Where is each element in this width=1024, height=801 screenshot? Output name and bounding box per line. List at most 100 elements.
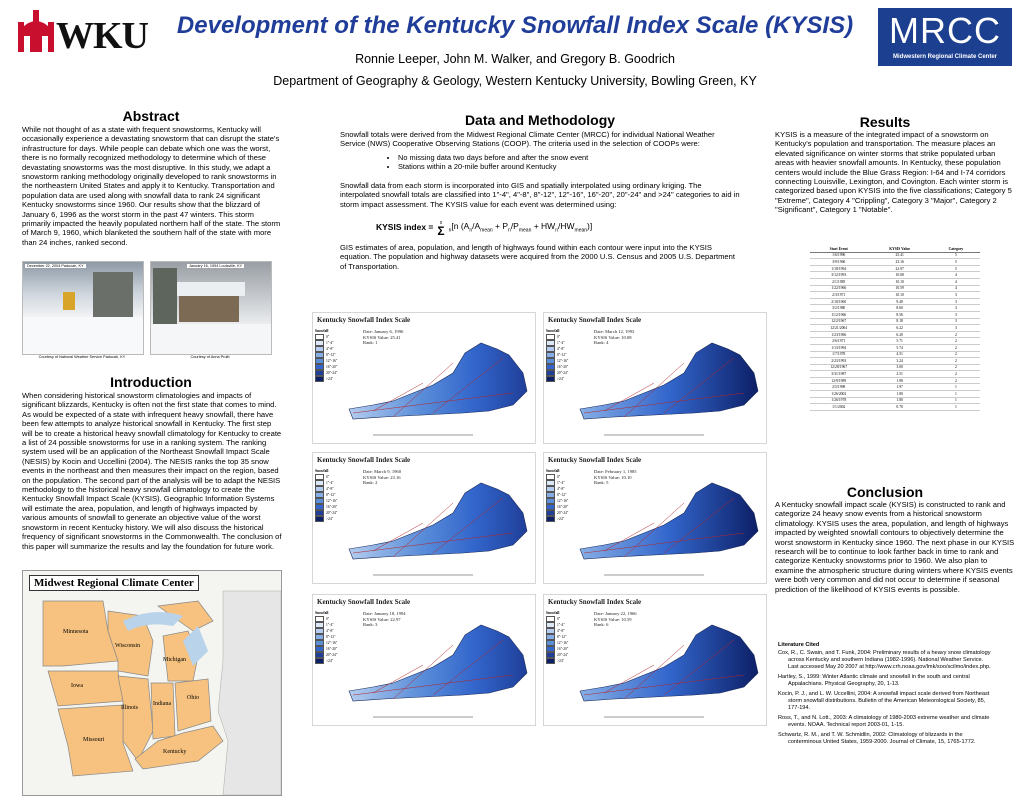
summation-symbol: x Σ [437,220,445,239]
legend-swatch [546,346,555,353]
map-info-line: Rank: 6 [594,622,609,628]
table-cell: 2/6/1971 [810,337,868,345]
legend-label: 4"-8" [557,346,565,351]
table-cell: 4 [931,271,980,279]
legend-swatch [546,634,555,641]
legend-swatch [315,622,324,629]
table-row: 3/31/1987 2.51 2 [810,370,980,378]
results-text: KYSIS is a measure of the integrated imp… [775,130,1012,215]
table-cell: 10.59 [867,285,932,293]
snowfall-map: Kentucky Snowfall Index Scale Snowfall 0" 1… [543,312,767,444]
table-row: 1/26/1978 1.80 1 [810,397,980,405]
legend-item: >24" [546,516,580,523]
legend-item: 1"-4" [546,622,580,629]
snowfall-map: Kentucky Snowfall Index Scale Snowfall 0" 1… [543,594,767,726]
table-cell: 0.70 [867,403,932,411]
table-cell: 5 [931,252,980,260]
legend-item: 8"-12" [546,492,580,499]
legend-label: 1"-4" [326,622,334,627]
legend-swatch [546,616,555,623]
table-cell: 10.08 [867,271,932,279]
legend-swatch [546,504,555,511]
legend-item: >24" [315,376,349,383]
state-label-minnesota: Minnesota [63,629,89,635]
legend-swatch [546,340,555,347]
legend-label: 0" [326,474,330,479]
legend-swatch [315,376,324,383]
legend-swatch [546,622,555,629]
table-cell: 2 [931,370,980,378]
legend-item: 16"-20" [315,364,349,371]
legend-item: 8"-12" [546,634,580,641]
legend-swatch [546,510,555,517]
table-cell: 3 [931,311,980,319]
legend-swatch [315,504,324,511]
legend-item: >24" [546,376,580,383]
table-cell: 4 [931,278,980,286]
legend-item: 12"-16" [546,640,580,647]
legend-swatch [315,340,324,347]
legend-label: 20"-24" [326,510,338,515]
methodology-para-1: Snowfall totals were derived from the Mi… [340,130,715,149]
legend-swatch [546,498,555,505]
table-cell: 8.60 [867,304,932,312]
legend-label: 12"-16" [326,498,338,503]
table-row: 1/18/1994 22.97 5 [810,265,980,273]
legend-label: 8"-12" [326,352,336,357]
table-cell: 3 [931,304,980,312]
photo-snow-house: January 16, 1994 Louisville, KY [150,261,272,355]
kysis-ranking-table: Start Event KYSIS Value Category 1/6/1996 2… [810,246,980,411]
state-label-illinois: Illinois [121,705,139,711]
table-cell: 10.10 [867,278,932,286]
map-info-line: KYSIS Value: 10.10 [594,474,632,480]
map-event-info: Date: January 22, 1966 KYSIS Value: 10.59… [594,611,637,628]
table-cell: 10.10 [867,291,932,299]
legend-heading: Snowfall [546,329,560,333]
legend-label: 1"-4" [326,340,334,345]
map-info-line: Date: March 12, 1993 [594,329,635,334]
table-cell: 3 [931,291,980,299]
snowfall-legend: Snowfall 0" 1"-4" 4"-8" 8"-12" 12"-16" 16"-20"… [315,469,349,523]
legend-label: 8"-12" [326,634,336,639]
mrcc-region-map: Midwest Regional Climate Center Minnesot… [22,570,282,796]
legend-item: 0" [315,474,349,481]
legend-heading: Snowfall [546,611,560,615]
state-label-missouri: Missouri [83,737,105,743]
legend-item: 0" [315,334,349,341]
table-cell: 4 [931,285,980,293]
affiliation: Department of Geography & Geology, Weste… [273,74,757,88]
legend-label: 20"-24" [557,370,569,375]
state-label-iowa: Iowa [71,683,83,689]
legend-swatch [315,364,324,371]
photo-2-credit: Courtesy of Anna Pruitt [190,355,230,359]
legend-label: 20"-24" [557,510,569,515]
map-info-line: KYSIS Value: 10.08 [594,334,632,340]
legend-label: 16"-20" [326,364,338,369]
mrcc-map-title: Midwest Regional Climate Center [29,575,199,591]
table-cell: 1/26/1978 [810,397,868,405]
map-info-line: KYSIS Value: 23.16 [363,474,401,480]
legend-heading: Snowfall [315,329,329,333]
table-row: 1/6/1996 25.41 5 [810,252,980,260]
table-cell: 1/22/1966 [810,285,868,293]
legend-item: >24" [546,658,580,665]
legend-label: 12"-16" [326,640,338,645]
formula-label: KYSIS index = [376,222,434,233]
table-cell: 3 [931,324,980,332]
map-info-line: Date: January 22, 1966 [594,611,637,616]
legend-label: 4"-8" [557,628,565,633]
table-cell: 9.40 [867,298,932,306]
legend-item: 12"-16" [315,498,349,505]
snowfall-map: Kentucky Snowfall Index Scale Snowfall 0" 1… [312,594,536,726]
table-cell: 2/10/1960 [810,298,868,306]
abstract-title: Abstract [122,108,180,124]
table-header-cell: Start Event [810,246,868,253]
legend-label: 8"-12" [326,492,336,497]
legend-label: 20"-24" [326,652,338,657]
table-cell: 2 [931,344,980,352]
legend-swatch [546,628,555,635]
legend-item: 1"-4" [546,480,580,487]
table-cell: 8.56 [867,311,932,319]
legend-swatch [546,376,555,383]
map-info-line: Rank: 2 [363,480,378,486]
